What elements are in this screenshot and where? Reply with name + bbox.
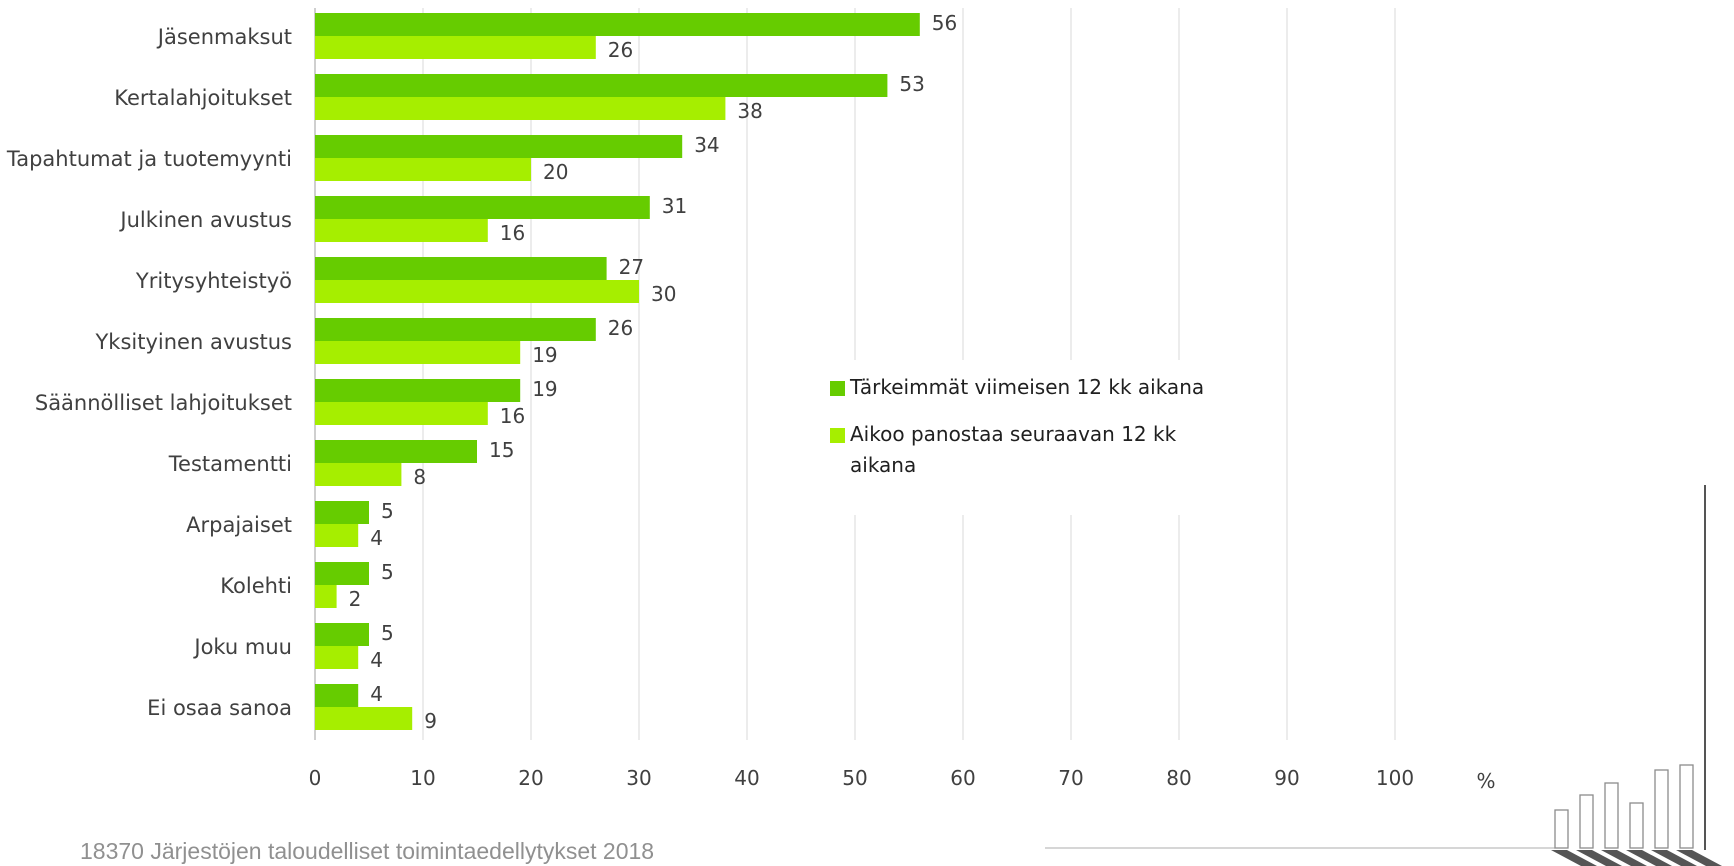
bar-series-1 bbox=[315, 135, 683, 158]
x-tick-label: 0 bbox=[309, 766, 322, 790]
bar-series-2 bbox=[315, 524, 359, 547]
x-tick-label: 30 bbox=[626, 766, 651, 790]
chart-legend: Tärkeimmät viimeisen 12 kk aikana Aikoo … bbox=[830, 372, 1210, 497]
data-label-series-2: 8 bbox=[413, 465, 426, 489]
category-label: Julkinen avustus bbox=[118, 208, 292, 232]
data-label-series-2: 4 bbox=[370, 648, 383, 672]
legend-item-series-1: Tärkeimmät viimeisen 12 kk aikana bbox=[830, 372, 1210, 403]
category-label: Yksityinen avustus bbox=[94, 330, 292, 354]
bar-series-2 bbox=[315, 158, 531, 181]
bar-series-2 bbox=[315, 97, 726, 120]
data-label-series-1: 5 bbox=[381, 621, 394, 645]
data-label-series-2: 26 bbox=[608, 38, 633, 62]
bar-series-2 bbox=[315, 219, 488, 242]
bar-series-2 bbox=[315, 646, 359, 669]
category-label: Testamentti bbox=[168, 452, 292, 476]
bar-series-1 bbox=[315, 623, 369, 646]
x-tick-label: 100 bbox=[1376, 766, 1414, 790]
category-label: Joku muu bbox=[192, 635, 292, 659]
bar-series-1 bbox=[315, 440, 477, 463]
x-tick-label: 10 bbox=[410, 766, 435, 790]
bar-series-2 bbox=[315, 341, 521, 364]
category-label: Yritysyhteistyö bbox=[135, 269, 292, 293]
data-label-series-2: 4 bbox=[370, 526, 383, 550]
bar-series-1 bbox=[315, 684, 359, 707]
bar-series-2 bbox=[315, 585, 337, 608]
data-label-series-1: 5 bbox=[381, 499, 394, 523]
bar-series-1 bbox=[315, 562, 369, 585]
bar-series-2 bbox=[315, 402, 488, 425]
data-label-series-1: 27 bbox=[619, 255, 644, 279]
legend-swatch-series-2 bbox=[830, 428, 845, 443]
legend-label-series-1: Tärkeimmät viimeisen 12 kk aikana bbox=[850, 375, 1205, 399]
data-label-series-1: 31 bbox=[662, 194, 687, 218]
data-label-series-1: 26 bbox=[608, 316, 633, 340]
data-label-series-1: 56 bbox=[932, 11, 957, 35]
category-label: Kolehti bbox=[220, 574, 292, 598]
x-tick-label: 20 bbox=[518, 766, 543, 790]
bar-series-2 bbox=[315, 707, 413, 730]
bar-series-2 bbox=[315, 36, 596, 59]
data-label-series-2: 9 bbox=[424, 709, 437, 733]
bar-series-1 bbox=[315, 74, 888, 97]
x-tick-label: 50 bbox=[842, 766, 867, 790]
legend-swatch-series-1 bbox=[830, 381, 845, 396]
category-label: Säännölliset lahjoitukset bbox=[35, 391, 292, 415]
data-label-series-1: 15 bbox=[489, 438, 514, 462]
data-label-series-2: 30 bbox=[651, 282, 676, 306]
data-label-series-1: 34 bbox=[694, 133, 719, 157]
data-label-series-2: 19 bbox=[532, 343, 557, 367]
bar-series-2 bbox=[315, 280, 639, 303]
category-label: Ei osaa sanoa bbox=[147, 696, 292, 720]
data-label-series-2: 16 bbox=[500, 221, 525, 245]
x-tick-label: 80 bbox=[1166, 766, 1191, 790]
legend-item-series-2: Aikoo panostaa seuraavan 12 kk aikana bbox=[830, 419, 1210, 481]
data-label-series-2: 20 bbox=[543, 160, 568, 184]
x-tick-label: 70 bbox=[1058, 766, 1083, 790]
source-footer: 18370 Järjestöjen taloudelliset toiminta… bbox=[80, 838, 655, 864]
data-label-series-2: 16 bbox=[500, 404, 525, 428]
data-label-series-1: 4 bbox=[370, 682, 383, 706]
bar-series-2 bbox=[315, 463, 402, 486]
data-label-series-1: 5 bbox=[381, 560, 394, 584]
x-tick-label: 90 bbox=[1274, 766, 1299, 790]
data-label-series-1: 19 bbox=[532, 377, 557, 401]
x-unit-label: % bbox=[1476, 769, 1495, 793]
bar-series-1 bbox=[315, 318, 596, 341]
x-tick-label: 40 bbox=[734, 766, 759, 790]
category-label: Jäsenmaksut bbox=[156, 25, 292, 49]
bar-series-1 bbox=[315, 379, 521, 402]
data-label-series-2: 2 bbox=[349, 587, 362, 611]
x-tick-label: 60 bbox=[950, 766, 975, 790]
bar-series-1 bbox=[315, 13, 920, 36]
bar-series-1 bbox=[315, 501, 369, 524]
category-label: Tapahtumat ja tuotemyynti bbox=[6, 147, 292, 171]
bar-series-1 bbox=[315, 196, 650, 219]
category-label: Arpajaiset bbox=[186, 513, 292, 537]
legend-label-series-2: Aikoo panostaa seuraavan 12 kk aikana bbox=[850, 422, 1177, 477]
logo-graphic bbox=[1045, 485, 1722, 866]
data-label-series-2: 38 bbox=[737, 99, 762, 123]
bar-series-1 bbox=[315, 257, 607, 280]
category-label: Kertalahjoitukset bbox=[114, 86, 292, 110]
data-label-series-1: 53 bbox=[899, 72, 924, 96]
